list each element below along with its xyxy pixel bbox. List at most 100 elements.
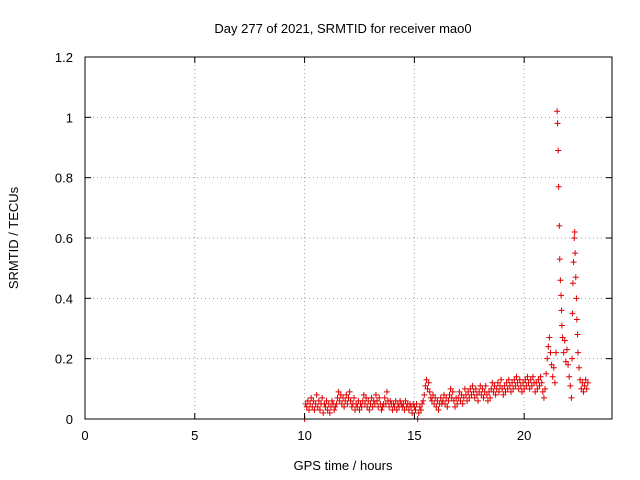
data-point <box>360 391 367 398</box>
data-point <box>359 397 366 404</box>
data-point <box>539 388 546 395</box>
data-point <box>492 391 499 398</box>
data-point <box>558 292 565 299</box>
data-point <box>571 235 578 241</box>
data-point <box>554 120 561 127</box>
data-point <box>397 397 404 404</box>
data-point <box>509 379 516 386</box>
data-point <box>476 388 483 395</box>
data-point <box>332 403 339 410</box>
data-point <box>431 400 438 407</box>
data-point <box>415 409 422 416</box>
data-point <box>387 397 394 404</box>
data-point <box>520 379 527 386</box>
data-point <box>523 382 530 389</box>
data-point <box>583 385 590 392</box>
data-point <box>578 385 585 392</box>
plot-frame <box>84 56 613 420</box>
data-point <box>487 394 494 401</box>
data-point <box>320 409 327 416</box>
data-point <box>512 382 519 389</box>
y-axis-label: SRMTID / TECUs <box>6 186 21 289</box>
data-point <box>437 394 444 401</box>
data-point <box>491 382 498 389</box>
data-point <box>316 406 323 413</box>
data-point <box>565 361 572 368</box>
data-point <box>584 379 591 386</box>
data-point <box>319 394 326 401</box>
data-point <box>580 388 587 395</box>
data-point <box>430 391 437 398</box>
data-point <box>484 397 491 404</box>
data-point <box>346 388 353 395</box>
data-point <box>521 385 528 392</box>
data-point <box>503 379 510 386</box>
data-point <box>573 316 580 323</box>
data-point <box>573 295 580 302</box>
data-point <box>507 388 514 395</box>
y-tick-label: 0.2 <box>55 352 73 367</box>
data-point <box>447 385 454 392</box>
x-tick-label: 10 <box>297 428 311 443</box>
data-point <box>462 391 469 398</box>
y-tick-label: 0.6 <box>55 231 73 246</box>
data-point <box>449 388 456 395</box>
data-point <box>569 355 576 362</box>
data-point <box>340 394 347 401</box>
data-point <box>467 385 474 392</box>
data-point <box>329 397 336 404</box>
y-tick-label: 0 <box>66 412 73 427</box>
y-tick-label: 1.2 <box>55 50 73 65</box>
data-point <box>423 376 430 383</box>
data-point <box>371 400 378 407</box>
data-point <box>334 394 341 401</box>
data-point <box>510 385 517 392</box>
data-point <box>358 403 365 410</box>
data-point <box>379 403 386 410</box>
data-point <box>538 379 545 386</box>
data-point <box>536 382 543 389</box>
data-point <box>553 349 560 356</box>
x-tick-label: 20 <box>517 428 531 443</box>
data-point <box>313 391 320 398</box>
grid <box>85 57 612 419</box>
data-point <box>369 403 376 410</box>
data-point <box>522 376 529 383</box>
x-tick-label: 15 <box>407 428 421 443</box>
data-point <box>417 406 424 413</box>
data-point <box>533 379 540 386</box>
data-point <box>342 397 349 404</box>
data-point <box>562 358 569 365</box>
data-point <box>426 388 433 395</box>
data-point <box>470 388 477 395</box>
data-point <box>433 403 440 410</box>
data-point <box>428 397 435 404</box>
data-point <box>518 388 525 395</box>
data-point <box>303 403 310 410</box>
data-point <box>504 385 511 392</box>
data-point <box>381 394 388 401</box>
data-point <box>422 382 429 389</box>
data-point <box>572 250 579 257</box>
data-point <box>343 391 350 398</box>
data-point <box>500 391 507 398</box>
x-tick-label: 0 <box>81 428 88 443</box>
data-point <box>466 394 473 401</box>
data-point <box>376 394 383 401</box>
data-point <box>443 394 450 401</box>
data-point <box>456 388 463 395</box>
data-point <box>393 406 400 413</box>
data-point <box>444 403 451 410</box>
axis-ticks <box>84 56 612 420</box>
data-point <box>494 379 501 386</box>
data-point <box>365 397 372 404</box>
data-point <box>445 397 452 404</box>
data-point <box>514 379 521 386</box>
data-point <box>561 337 568 344</box>
data-point <box>460 394 467 401</box>
data-point <box>455 394 462 401</box>
data-point <box>558 322 565 329</box>
data-point <box>524 373 531 380</box>
data-point <box>505 376 512 383</box>
x-tick-label: 5 <box>191 428 198 443</box>
